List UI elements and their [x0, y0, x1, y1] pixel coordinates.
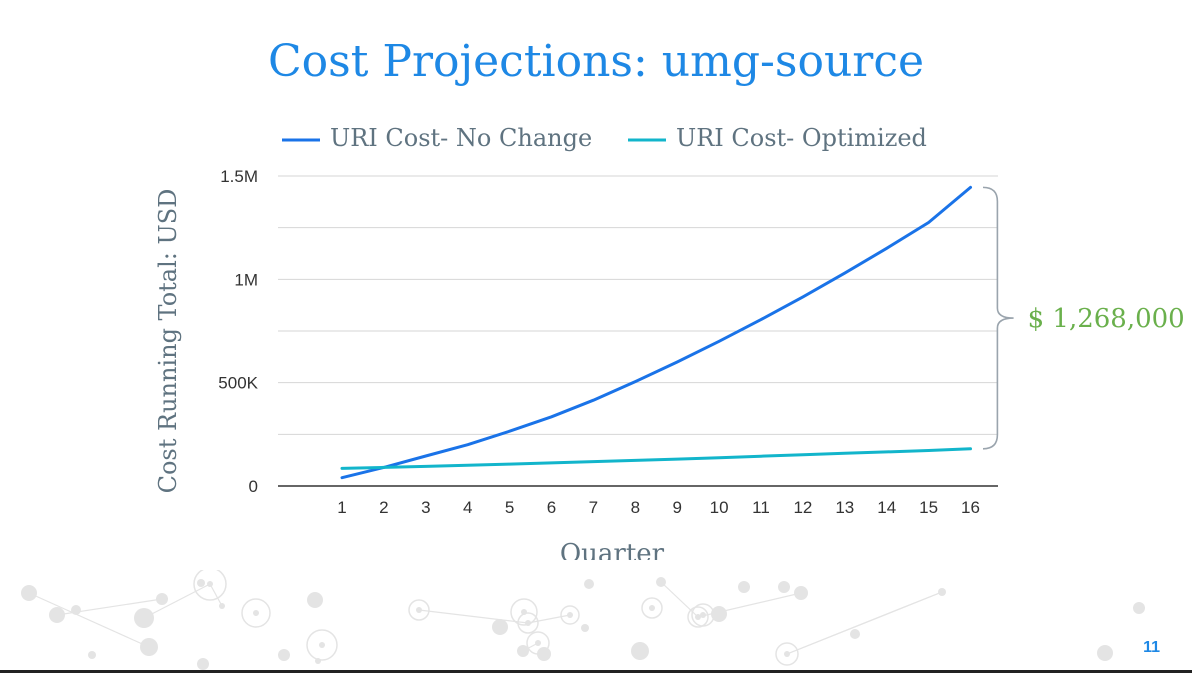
- series-line-2: [340, 447, 972, 470]
- network-node-ring: [526, 631, 550, 655]
- network-link: [786, 591, 943, 655]
- network-node: [778, 581, 790, 593]
- network-node: [584, 579, 594, 589]
- network-node: [631, 642, 649, 660]
- network-node: [492, 619, 508, 635]
- series-line-1: [340, 185, 972, 480]
- network-node-ring: [193, 570, 227, 601]
- network-node: [700, 612, 706, 618]
- page-number: 11: [1143, 639, 1160, 656]
- network-node: [315, 658, 321, 664]
- network-node: [850, 629, 860, 639]
- network-node-ring: [241, 598, 271, 628]
- network-node: [567, 612, 573, 618]
- x-tick-label: 9: [672, 498, 681, 517]
- y-tick-label: 0: [249, 477, 258, 496]
- x-tick-label: 4: [463, 498, 472, 517]
- chart-grid: [278, 175, 998, 487]
- x-tick-label: 8: [631, 498, 640, 517]
- network-node: [134, 608, 154, 628]
- y-axis-ticks: 0 500K 1M 1.5M: [218, 167, 258, 496]
- x-tick-label: 15: [919, 498, 938, 517]
- x-tick-label: 5: [505, 498, 514, 517]
- network-node: [307, 592, 323, 608]
- x-tick-label: 1: [337, 498, 346, 517]
- network-node-ring: [408, 599, 430, 621]
- slide-title: Cost Projections: umg-source: [267, 36, 925, 87]
- x-tick-label: 13: [835, 498, 854, 517]
- network-node: [711, 606, 727, 622]
- network-node-ring: [306, 629, 338, 661]
- network-node: [1133, 602, 1145, 614]
- legend-label-2: URI Cost- Optimized: [676, 124, 927, 152]
- network-link: [28, 592, 150, 648]
- network-node: [416, 607, 422, 613]
- y-tick-label: 1.5M: [220, 167, 258, 186]
- x-tick-label: 7: [589, 498, 598, 517]
- line-chart: URI Cost- No Change URI Cost- Optimized 0…: [154, 124, 1185, 560]
- network-link: [527, 614, 571, 624]
- network-node: [278, 649, 290, 661]
- x-tick-label: 10: [710, 498, 729, 517]
- network-node: [535, 640, 541, 646]
- network-node: [49, 607, 65, 623]
- network-node: [207, 581, 213, 587]
- network-node: [537, 647, 551, 661]
- savings-annotation: $ 1,268,000: [1028, 304, 1185, 334]
- network-node: [71, 605, 81, 615]
- network-node-ring: [510, 598, 538, 626]
- network-background-pattern: [21, 570, 1145, 670]
- x-tick-label: 6: [547, 498, 556, 517]
- network-link: [143, 583, 211, 619]
- network-node: [649, 605, 655, 611]
- network-link: [418, 609, 529, 624]
- network-node: [88, 651, 96, 659]
- network-node: [140, 638, 158, 656]
- network-node-ring: [641, 597, 663, 619]
- x-axis-label: Quarter: [560, 539, 665, 560]
- network-node: [938, 588, 946, 596]
- network-node: [1097, 645, 1113, 661]
- x-tick-label: 2: [379, 498, 388, 517]
- network-node-ring: [560, 605, 580, 625]
- network-node-ring: [687, 606, 709, 628]
- network-node-ring: [775, 642, 799, 666]
- x-axis-ticks: 1 2 3 4 5 6 7 8 9 10 11 12 13 14 15 16: [337, 498, 980, 517]
- network-node: [319, 642, 325, 648]
- network-link: [209, 583, 223, 607]
- network-node: [784, 651, 790, 657]
- network-node: [794, 586, 808, 600]
- network-node: [219, 603, 225, 609]
- chart-series: [340, 185, 972, 480]
- network-node: [581, 624, 589, 632]
- y-axis-label: Cost Running Total: USD: [154, 189, 182, 494]
- network-node: [197, 658, 209, 670]
- legend-label-1: URI Cost- No Change: [330, 124, 592, 152]
- network-node: [197, 579, 205, 587]
- y-tick-label: 1M: [234, 270, 258, 289]
- brace-shape: [982, 186, 1014, 450]
- bottom-rule: [0, 670, 1192, 673]
- x-tick-label: 12: [793, 498, 812, 517]
- chart-legend: URI Cost- No Change URI Cost- Optimized: [282, 124, 927, 152]
- network-node: [253, 610, 259, 616]
- network-link: [660, 581, 699, 618]
- network-node: [21, 585, 37, 601]
- difference-brace: [982, 186, 1014, 450]
- y-tick-label: 500K: [218, 374, 258, 393]
- network-node: [695, 614, 701, 620]
- network-node: [156, 593, 168, 605]
- network-node: [656, 577, 666, 587]
- network-node: [521, 609, 527, 615]
- x-tick-label: 11: [752, 498, 770, 517]
- network-node: [738, 581, 750, 593]
- network-node: [517, 645, 529, 657]
- x-tick-label: 16: [961, 498, 980, 517]
- x-tick-label: 3: [421, 498, 430, 517]
- x-tick-label: 14: [877, 498, 896, 517]
